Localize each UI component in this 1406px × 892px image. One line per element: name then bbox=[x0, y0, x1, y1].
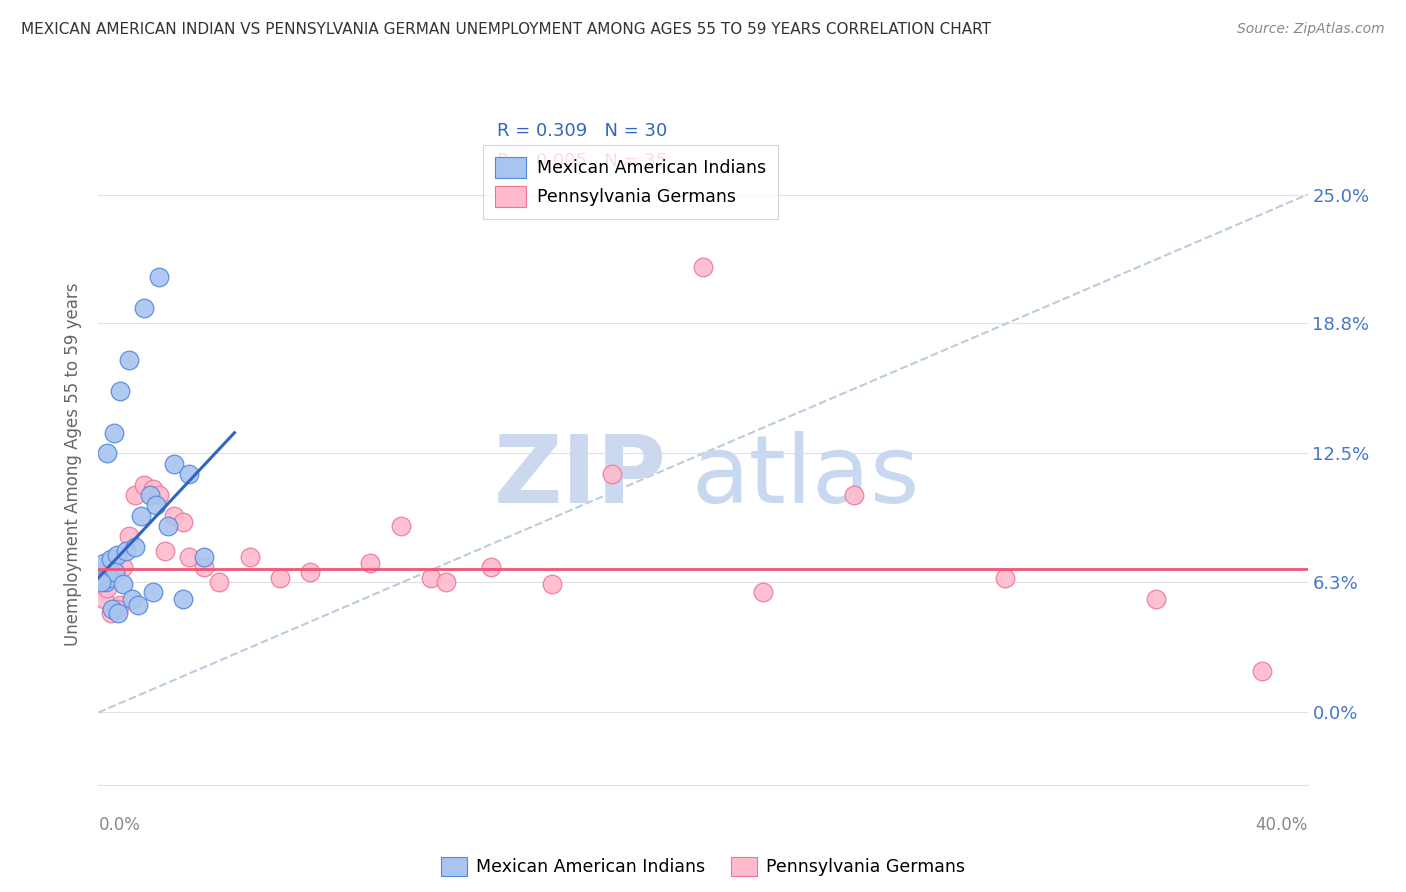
Point bbox=[541, 577, 564, 591]
Point bbox=[172, 591, 194, 606]
Text: R = 0.005   N = 35: R = 0.005 N = 35 bbox=[498, 152, 668, 169]
Point bbox=[163, 508, 186, 523]
Point bbox=[104, 565, 127, 579]
Point bbox=[179, 467, 201, 482]
Point bbox=[163, 457, 186, 471]
Point bbox=[692, 260, 714, 274]
Point bbox=[420, 571, 443, 585]
Point bbox=[96, 446, 118, 460]
Point bbox=[101, 602, 124, 616]
Point bbox=[105, 602, 128, 616]
Point bbox=[94, 574, 117, 589]
Point bbox=[1251, 664, 1274, 678]
Point bbox=[139, 488, 162, 502]
Point bbox=[103, 565, 125, 579]
Point bbox=[114, 544, 136, 558]
Point bbox=[481, 560, 503, 574]
Point bbox=[193, 550, 215, 565]
Point bbox=[121, 591, 143, 606]
Point bbox=[107, 606, 129, 620]
Legend: Mexican American Indians, Pennsylvania Germans: Mexican American Indians, Pennsylvania G… bbox=[434, 850, 972, 883]
Point bbox=[752, 585, 775, 599]
Point bbox=[153, 544, 176, 558]
Point bbox=[118, 529, 141, 543]
Point bbox=[100, 606, 122, 620]
Point bbox=[193, 560, 215, 574]
Point bbox=[105, 548, 128, 562]
Point bbox=[124, 540, 146, 554]
Point bbox=[156, 519, 179, 533]
Point bbox=[142, 585, 165, 599]
Point bbox=[145, 498, 167, 512]
Point bbox=[90, 574, 112, 589]
Point bbox=[389, 519, 412, 533]
Point bbox=[127, 598, 149, 612]
Text: atlas: atlas bbox=[690, 431, 920, 523]
Point bbox=[994, 571, 1017, 585]
Text: MEXICAN AMERICAN INDIAN VS PENNSYLVANIA GERMAN UNEMPLOYMENT AMONG AGES 55 TO 59 : MEXICAN AMERICAN INDIAN VS PENNSYLVANIA … bbox=[21, 22, 991, 37]
Legend: Mexican American Indians, Pennsylvania Germans: Mexican American Indians, Pennsylvania G… bbox=[482, 145, 778, 219]
Text: R = 0.309   N = 30: R = 0.309 N = 30 bbox=[498, 121, 668, 139]
Point bbox=[434, 574, 457, 589]
Point bbox=[132, 301, 155, 316]
Point bbox=[179, 550, 201, 565]
Point bbox=[602, 467, 624, 482]
Point bbox=[148, 270, 170, 285]
Point bbox=[98, 571, 121, 585]
Point bbox=[269, 571, 291, 585]
Text: ZIP: ZIP bbox=[494, 431, 666, 523]
Point bbox=[299, 565, 322, 579]
Point bbox=[96, 581, 118, 595]
Point bbox=[93, 591, 115, 606]
Point bbox=[108, 384, 131, 399]
Point bbox=[208, 574, 231, 589]
Point bbox=[93, 556, 115, 570]
Point bbox=[100, 552, 122, 566]
Point bbox=[172, 515, 194, 529]
Point bbox=[1146, 591, 1168, 606]
Point bbox=[118, 353, 141, 368]
Point bbox=[360, 556, 382, 570]
Text: Source: ZipAtlas.com: Source: ZipAtlas.com bbox=[1237, 22, 1385, 37]
Point bbox=[90, 571, 112, 585]
Point bbox=[132, 477, 155, 491]
Point bbox=[129, 508, 152, 523]
Text: 0.0%: 0.0% bbox=[98, 816, 141, 834]
Point bbox=[148, 488, 170, 502]
Point bbox=[91, 560, 114, 574]
Y-axis label: Unemployment Among Ages 55 to 59 years: Unemployment Among Ages 55 to 59 years bbox=[65, 282, 83, 646]
Point bbox=[103, 425, 125, 440]
Point bbox=[124, 488, 146, 502]
Point bbox=[239, 550, 262, 565]
Text: 40.0%: 40.0% bbox=[1256, 816, 1308, 834]
Point bbox=[111, 577, 134, 591]
Point bbox=[108, 598, 131, 612]
Point bbox=[142, 482, 165, 496]
Point bbox=[111, 560, 134, 574]
Point bbox=[844, 488, 866, 502]
